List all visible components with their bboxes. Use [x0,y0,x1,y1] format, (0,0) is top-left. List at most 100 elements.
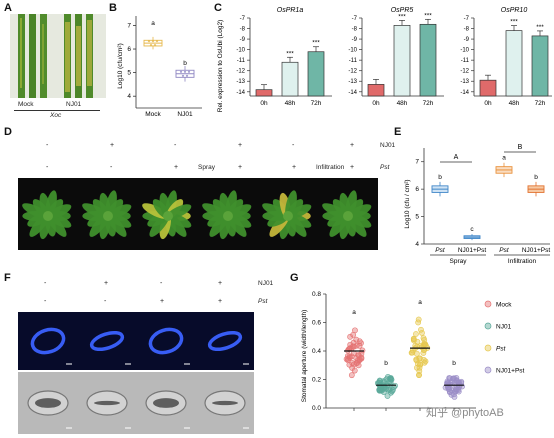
panel-f-sign-nj01: - [160,280,163,287]
panel-c-ytick-label: -14 [236,90,245,96]
panel-c-ytick-label: -12 [460,69,469,75]
panel-g-point [351,367,358,374]
panel-g-point [356,356,363,363]
panel-g-point [348,372,355,379]
panel-d-sign-pst: - [46,164,49,171]
panel-g-point [418,326,424,333]
panel-a-mock-label: Mock [18,101,34,108]
panel-e-group-label: Infiltration [508,258,537,265]
panel-g-point [450,375,456,382]
panel-label-a: A [4,2,12,14]
panel-d-sign-nj01: + [350,142,355,149]
panel-g-point [353,336,360,343]
watermark: 知乎 @phytoAB [426,407,504,419]
panel-g-ytick-label: 0.2 [312,377,321,384]
panel-g-point [358,350,365,357]
panel-c-ytick-label: -14 [348,90,357,96]
panel-c-bar [505,30,523,97]
stoma-pore [35,398,61,408]
plant-center [343,211,353,221]
panel-g-point [415,360,421,367]
panel-label-b: B [109,2,117,14]
panel-b-point [153,44,157,47]
panel-g-legend-marker [484,300,492,308]
panel-b-ytick-label: 6 [127,46,131,53]
panel-e-group-label: Spray [450,258,468,265]
panel-e-letter: b [438,174,442,181]
stoma-pore [212,400,238,406]
panel-g-point [377,387,384,394]
arabidopsis-plants-photo [18,178,378,250]
panel-g-point [380,389,387,396]
panel-g-legend-marker [484,322,492,330]
panel-g-point [413,357,420,364]
panel-f-sign-nj01: + [218,280,223,287]
panel-c-xtick-label: 72h [423,100,434,107]
panel-a-pathogen-label: Xoc [50,112,62,119]
panel-g-point [384,393,391,399]
panel-d-row1-name: NJ01 [380,142,396,149]
panel-g-legend-marker [484,366,492,374]
panel-g-letter: a [352,309,356,316]
panel-d-sign-pst: + [238,164,243,171]
panel-d-sign-nj01: + [238,142,243,149]
panel-g-point [356,342,363,349]
stomata-brightfield-image [27,390,249,429]
rice-leaves-image [10,14,106,98]
panel-c-ytick-label: -13 [236,79,245,85]
panel-b-letter-b: b [183,60,187,67]
panel-g-ytick-label: 0.4 [312,348,321,355]
panel-label-e: E [394,126,402,138]
panel-e-chart: Log10 (cfu / cm²) 4 5 6 7 b Pst c NJ01+Pst a Pst b… [404,144,551,265]
stoma-fluorescence [148,327,184,355]
panel-c-xtick-label: 0h [260,100,268,107]
panel-c-ytick-label: -11 [461,58,470,64]
panel-e-upper-letter: A [454,154,459,161]
panel-e-xtick-label: Pst [499,247,510,254]
panel-c-ytick-label: -11 [237,58,246,64]
panel-c-sig: *** [424,12,432,19]
panel-b-letter-a: a [151,20,155,27]
panel-e-letter: a [502,155,506,162]
panel-c-xtick-label: 72h [535,100,546,107]
panel-c-ytick-label: -9 [240,37,246,43]
panel-d-sign-pst: - [110,164,113,171]
panel-g-ylabel: Stomatal aperture (width/length) [301,310,308,403]
panel-c-ytick-label: -7 [240,16,246,22]
panel-b-xlabel-mock: Mock [145,111,161,118]
panel-g-point [448,391,455,398]
panel-c-gene-title: OsPR1a [277,7,304,14]
panel-g-legend-label: Mock [496,302,512,309]
panel-b-point [183,70,187,73]
panel-g-point [421,336,428,343]
panel-g-legend-label: NJ01+Pst [496,368,525,375]
panel-c-xtick-label: 48h [285,100,296,107]
panel-c-ytick-label: -14 [460,90,469,96]
panel-c-ylabel: Rel. expression to OsUbi (Log2) [217,20,224,113]
panel-e-upper-letter: B [518,144,523,151]
panel-c-ytick-label: -8 [240,27,246,33]
panel-c-xtick-label: 0h [484,100,492,107]
panel-c-ytick-label: -10 [236,48,245,54]
panel-d-sign-pst: + [292,164,297,171]
panel-c-bar [419,23,437,97]
panel-f-sign-pst: + [218,298,223,305]
panel-g-ytick-label: 0.6 [312,320,321,327]
plant-center [43,211,53,221]
plant-center [103,211,113,221]
panel-g-point [347,333,354,340]
panel-g-ytick-label: 0.0 [312,405,321,412]
panel-f-sign-pst: + [160,298,165,305]
panel-e-xtick-label: NJ01+Pst [522,247,551,254]
stoma-pore [153,398,179,408]
panel-g-point [451,394,458,400]
panel-c-bar [479,79,497,97]
panel-e-ytick-label: 7 [415,159,419,166]
panel-label-g: G [290,272,299,284]
panel-b-ylabel: Log10 (cfu/cm²) [117,43,124,89]
panel-label-d: D [4,126,12,138]
panel-b-ytick-label: 5 [127,70,131,77]
panel-g-point [420,350,427,356]
panel-c-sig: *** [536,24,544,31]
panel-d-sign-nj01: + [110,142,115,149]
